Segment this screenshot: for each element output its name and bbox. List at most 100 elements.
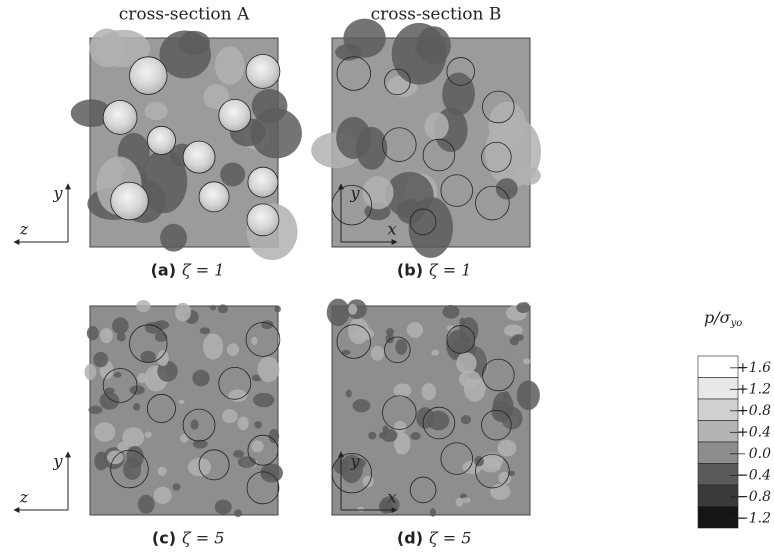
colorbar-cell <box>698 399 738 421</box>
colorbar-title-sub: yo <box>730 318 743 329</box>
colorbar-tick-label: +1.6 <box>737 360 771 376</box>
column-header: cross-section A <box>119 5 250 25</box>
axis-label: z <box>19 488 29 507</box>
contour-patch <box>253 393 275 407</box>
colorbar-tick-label: 0.0 <box>749 446 771 462</box>
contour-patch <box>260 463 283 482</box>
colorbar-cell <box>698 507 738 529</box>
colorbar-title-main: p/σ <box>704 308 732 327</box>
contour-patch <box>523 358 530 364</box>
contour-patch <box>126 446 143 468</box>
contour-patch <box>114 372 122 377</box>
figure: cross-section A cross-section B (a)ζ = 1… <box>0 0 774 549</box>
contour-patch <box>497 440 516 457</box>
colorbar-title: p/σyo <box>704 308 742 329</box>
contour-patch <box>407 322 423 337</box>
contour-patch <box>417 26 451 64</box>
contour-patch <box>461 415 471 424</box>
contour-patch <box>394 421 406 434</box>
contour-patch <box>363 476 374 488</box>
contour-patch <box>368 432 376 440</box>
contour-patch <box>496 178 518 199</box>
contour-patch <box>327 299 350 327</box>
contour-patch <box>218 304 228 313</box>
contour-patch <box>85 364 97 380</box>
contour-patch <box>251 337 257 345</box>
contour-patch <box>88 406 102 415</box>
contour-patch <box>93 352 108 367</box>
axis-label: z <box>19 220 29 239</box>
column-header: cross-section B <box>371 5 502 25</box>
panel-label: (d) <box>397 529 423 548</box>
contour-patch <box>459 318 465 325</box>
panel-caption: ζ = 5 <box>429 529 471 548</box>
contour-patch <box>220 162 245 186</box>
contour-patch <box>158 466 167 476</box>
colorbar-tick-label: +0.4 <box>737 424 771 440</box>
contour-patch <box>395 339 407 355</box>
panel-caption: ζ = 1 <box>182 261 224 280</box>
contour-patch <box>251 440 263 452</box>
axis-label: x <box>387 488 396 507</box>
contour-patch <box>422 383 436 400</box>
contour-patch <box>238 417 249 431</box>
contour-patch <box>456 352 476 373</box>
contour-patch <box>431 350 439 356</box>
panel-label: (b) <box>397 261 423 280</box>
contour-patch <box>517 380 540 410</box>
contour-patch <box>501 407 522 430</box>
contour-patch <box>136 300 150 312</box>
contour-patch <box>100 392 120 410</box>
contour-patch <box>346 390 352 398</box>
colorbar-tick-label: −1.2 <box>737 510 771 526</box>
contour-patch <box>254 421 262 428</box>
contour-patch <box>427 411 449 431</box>
contour-patch <box>153 487 171 504</box>
contour-patch <box>192 370 209 387</box>
contour-patch <box>173 483 181 490</box>
panel: (a)ζ = 1zy <box>14 28 302 279</box>
contour-patch <box>233 450 244 458</box>
contour-patch <box>353 399 371 412</box>
contour-patch <box>133 403 140 411</box>
contour-patch <box>227 343 239 356</box>
axis-label: y <box>52 184 63 203</box>
colorbar-cell <box>698 442 738 464</box>
panels: (a)ζ = 1zy(b)ζ = 1xy(c)ζ = 5zy(d)ζ = 5xy <box>14 19 541 548</box>
contour-patch <box>175 303 191 322</box>
contour-patch <box>105 330 111 338</box>
contour-patch <box>258 357 280 382</box>
colorbar: p/σyo+1.6+1.2+0.8+0.40.0−0.4−0.8−1.2 <box>698 308 771 529</box>
contour-patch <box>335 44 362 61</box>
panel: (d)ζ = 5xy <box>327 299 540 548</box>
contour-patch <box>456 497 464 507</box>
contour-patch <box>90 28 125 67</box>
colorbar-tick-label: +1.2 <box>737 381 771 397</box>
contour-patch <box>348 304 357 315</box>
contour-patch <box>430 508 436 516</box>
contour-patch <box>394 383 412 397</box>
colorbar-cell <box>698 378 738 400</box>
contour-patch <box>371 346 385 361</box>
colorbar-cell <box>698 464 738 486</box>
contour-patch <box>200 327 211 334</box>
contour-patch <box>145 102 168 120</box>
colorbar-cell <box>698 485 738 507</box>
panel-label: (c) <box>152 529 176 548</box>
contour-patch <box>178 31 210 55</box>
contour-patch <box>94 422 115 441</box>
contour-patch <box>353 328 374 340</box>
contour-patch <box>215 500 232 515</box>
contour-patch <box>228 389 247 401</box>
contour-patch <box>357 507 364 512</box>
contour-patch <box>269 429 279 443</box>
contour-patch <box>481 453 504 468</box>
contour-patch <box>516 302 530 313</box>
contour-patch <box>203 333 223 359</box>
contour-patch <box>442 305 459 319</box>
colorbar-cell <box>698 421 738 443</box>
contour-patch <box>180 434 189 443</box>
contour-patch <box>160 224 187 252</box>
contour-patch <box>396 450 402 454</box>
contour-patch <box>179 400 185 404</box>
